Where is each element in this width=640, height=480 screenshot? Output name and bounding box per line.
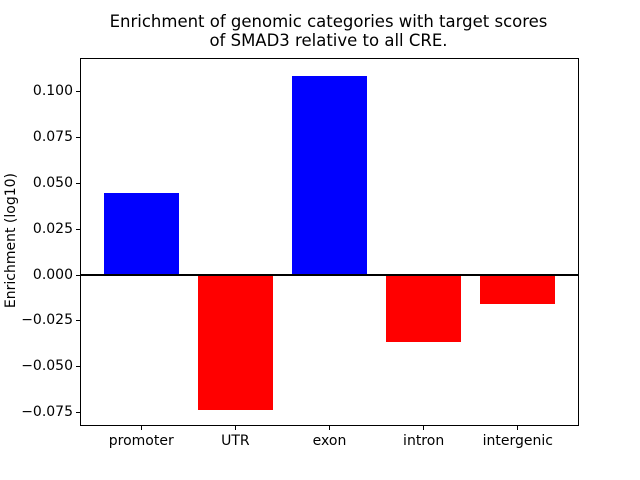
y-tick-mark (76, 228, 80, 230)
y-tick-mark (76, 366, 80, 368)
bar-UTR (197, 274, 274, 411)
bar-promoter (103, 192, 179, 275)
x-tick-mark (423, 426, 425, 430)
zero-line (81, 273, 578, 276)
x-tick-label-exon: exon (312, 433, 347, 449)
bar-intron (385, 274, 462, 343)
x-tick-mark (329, 426, 330, 430)
plot-area: 0.100 0.075 0.050 0.025 0.000 −0.025 −0.050 −0.… (21, 58, 579, 448)
x-tick-mark (517, 426, 519, 430)
y-tick-mark (76, 182, 80, 184)
y-tick-mark (76, 91, 80, 93)
chart-title-line1: Enrichment of genomic categories with ta… (109, 12, 548, 31)
x-tick-mark (234, 426, 236, 430)
chart-title-line2: of SMAD3 relative to all CRE. (209, 31, 448, 50)
bar-exon (291, 75, 368, 275)
y-axis-label-wrap: Enrichment (log10) (2, 58, 20, 424)
y-tick-label: −0.075 (21, 404, 73, 421)
y-tick-label: 0.025 (32, 220, 73, 237)
y-tick-mark (76, 412, 80, 414)
y-tick-label: 0.050 (32, 174, 73, 191)
y-tick-label: −0.050 (21, 358, 73, 375)
y-tick-label: −0.025 (21, 312, 73, 329)
y-tick-mark (76, 136, 80, 138)
chart-title: Enrichment of genomic categories with ta… (80, 12, 577, 50)
y-tick-label: 0.000 (32, 266, 73, 283)
bar-intergenic (480, 274, 556, 304)
x-tick-mark (140, 426, 142, 430)
y-tick-label: 0.100 (32, 83, 73, 100)
x-tick-label-promoter: promoter (108, 433, 174, 449)
y-tick-mark (76, 320, 80, 322)
x-tick-label-intron: intron (403, 433, 445, 449)
y-tick-label: 0.075 (32, 128, 73, 145)
y-axis-label: Enrichment (log10) (3, 173, 19, 309)
y-tick-mark (76, 274, 80, 276)
x-tick-label-UTR: UTR (221, 433, 250, 449)
x-tick-label-intergenic: intergenic (482, 433, 553, 449)
